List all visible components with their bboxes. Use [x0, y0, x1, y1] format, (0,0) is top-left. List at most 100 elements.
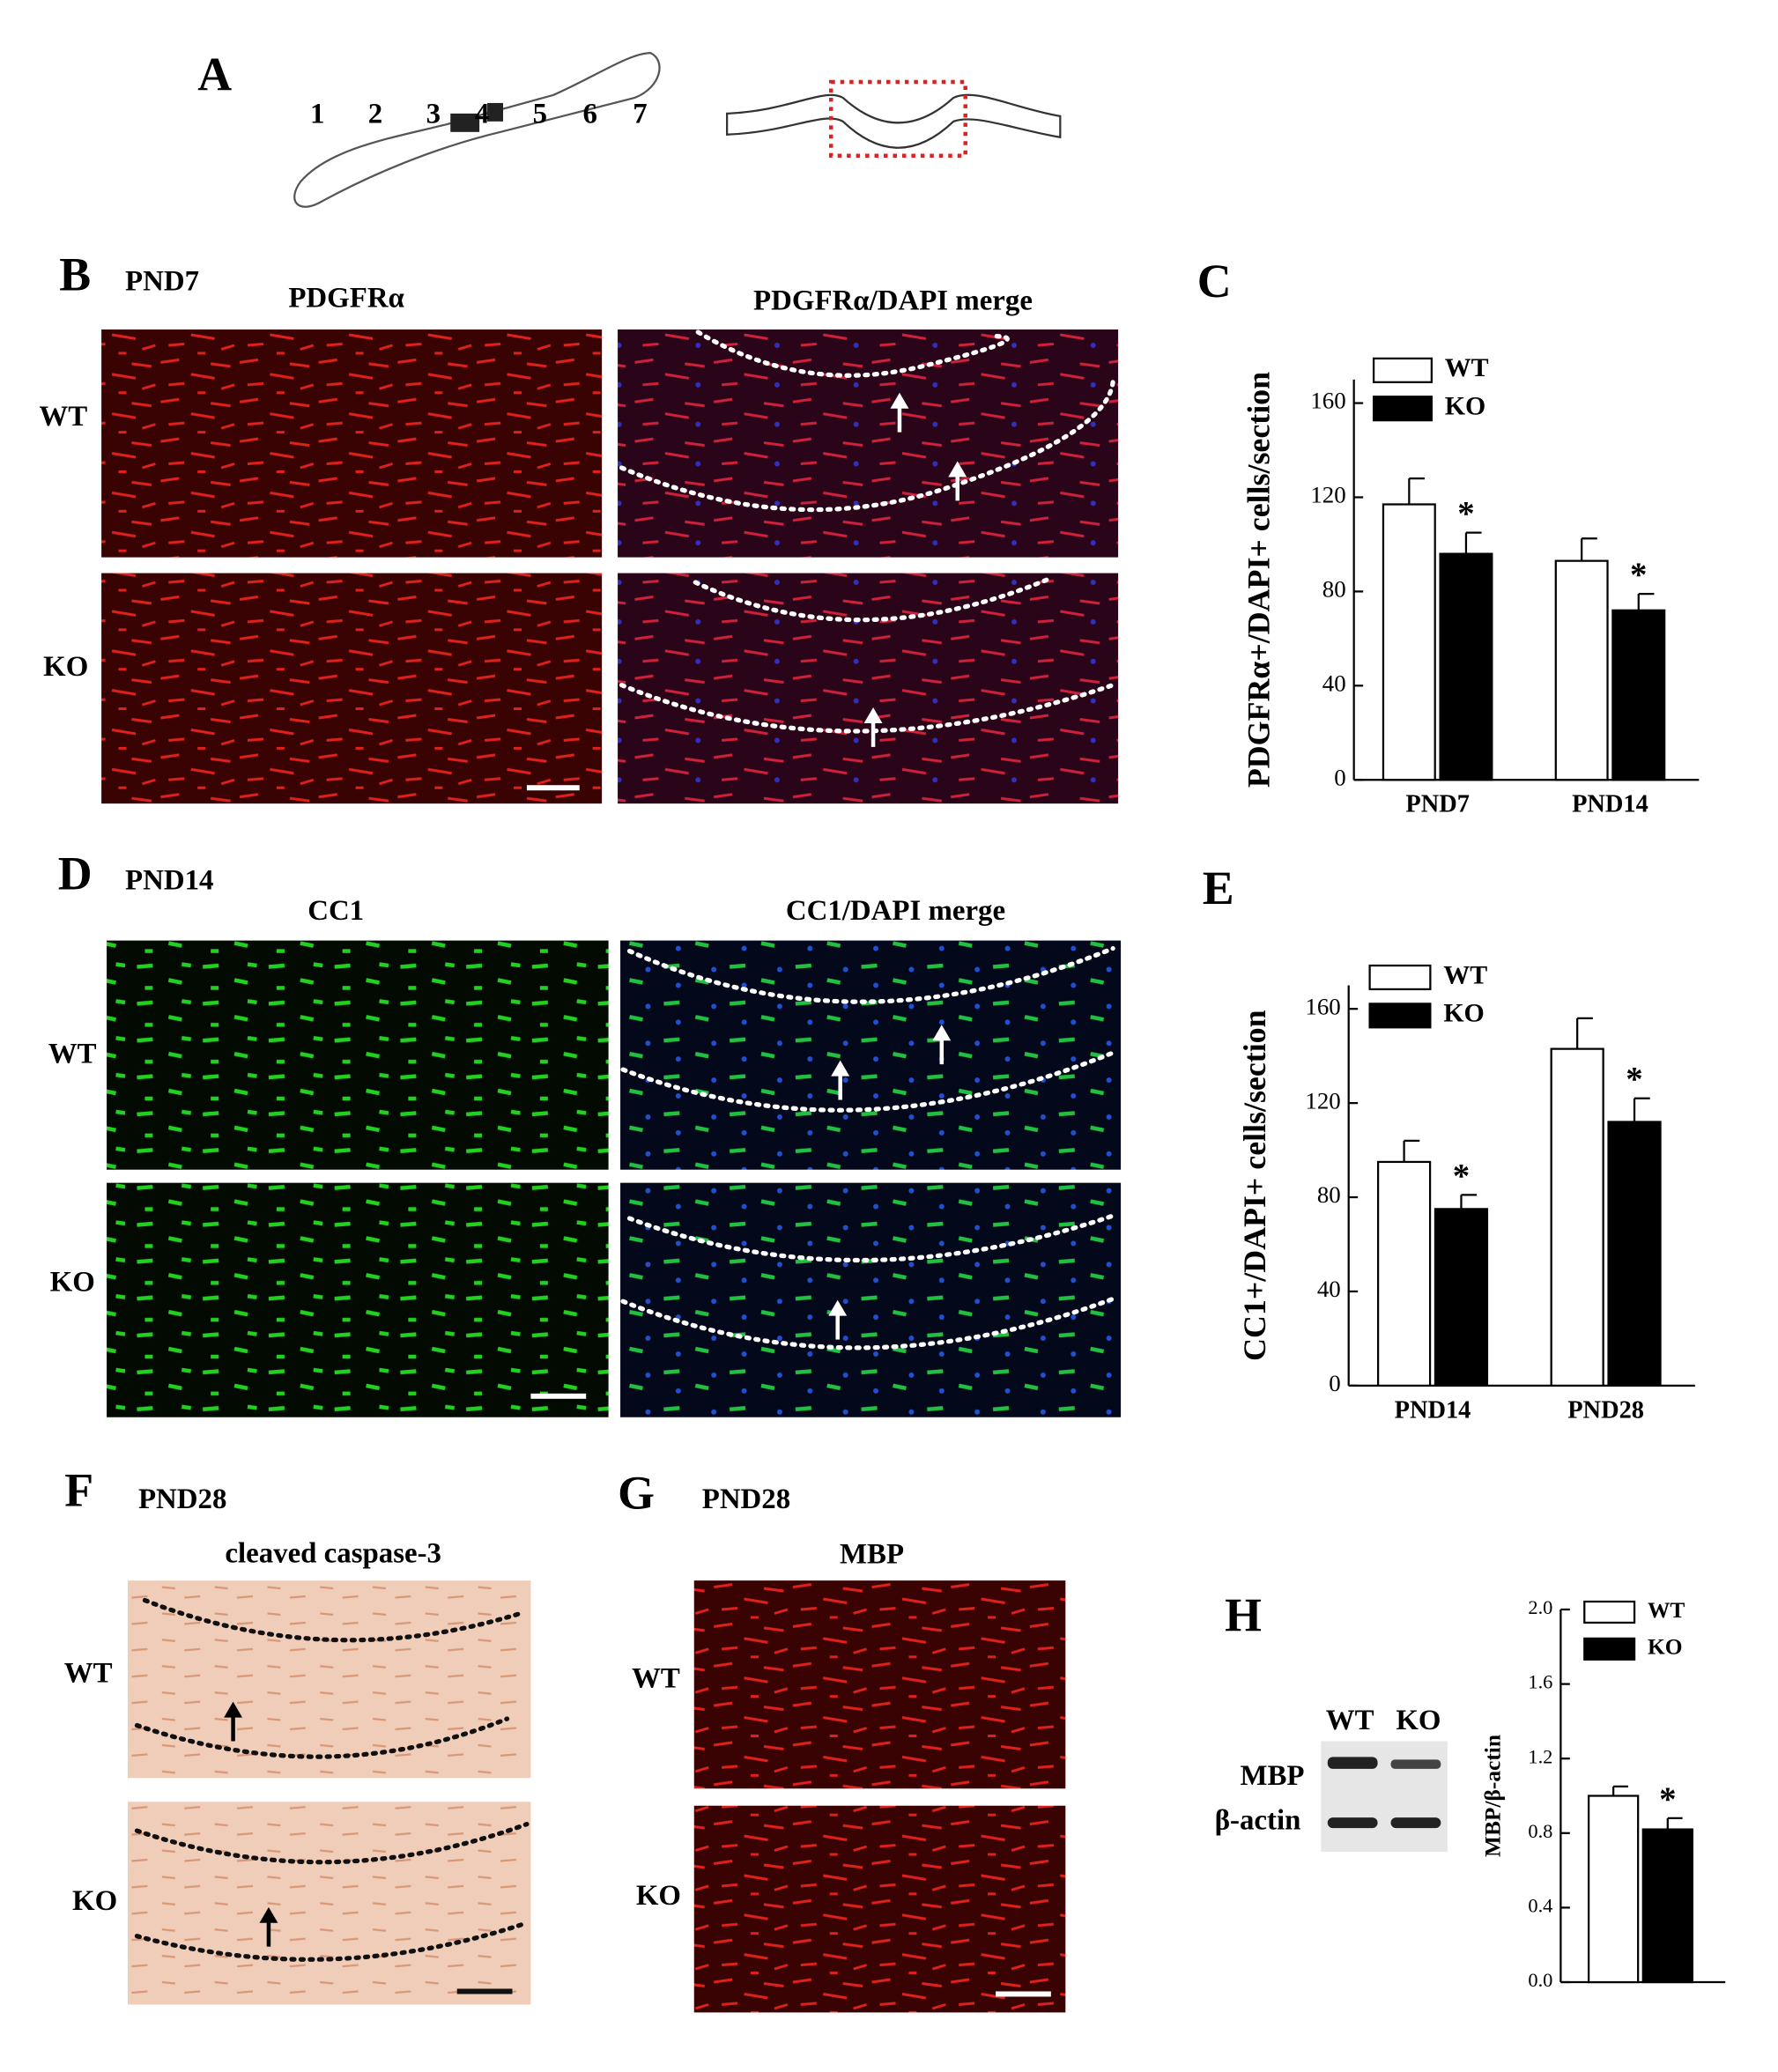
column-label: cleaved caspase-3 [225, 1537, 441, 1569]
panel-letter: B [59, 248, 91, 301]
segment-label: 4 [475, 98, 489, 130]
boundary [695, 329, 1010, 378]
legend-swatch [1368, 964, 1432, 991]
micrograph [101, 329, 603, 558]
arrow-head [224, 1701, 243, 1718]
boundary [134, 1822, 530, 1865]
legend-swatch [1372, 396, 1433, 422]
panel-letter: C [1197, 255, 1232, 307]
boundary [134, 1716, 510, 1759]
legend-swatch [1368, 1003, 1432, 1029]
micrograph [618, 573, 1119, 804]
callosum-coronal [726, 93, 1062, 149]
y-tick-label: 0 [1334, 764, 1345, 790]
micrograph [620, 1182, 1122, 1417]
micrograph [693, 1805, 1066, 2013]
boundaries [134, 1597, 530, 1962]
legend-swatch [1583, 1637, 1636, 1661]
column-label: MBP [840, 1539, 904, 1571]
boundary [626, 945, 1115, 1004]
age-label: PND14 [125, 864, 213, 896]
y-tick-label: 160 [1310, 388, 1345, 414]
segment-label: 5 [533, 98, 547, 130]
y-tick-label: 40 [1322, 670, 1346, 697]
y-axis-label: CC1+/DAPI+ cells/section [1237, 1010, 1272, 1360]
row-label: WT [64, 1657, 113, 1689]
y-tick-label: 0.4 [1528, 1895, 1552, 1917]
segment-label: 2 [368, 98, 382, 130]
segment-label: 1 [310, 98, 324, 130]
arrow-head [828, 1299, 848, 1316]
x-tick-label: PND28 [1567, 1396, 1644, 1424]
y-axis-label: PDGFRα+/DAPI+ cells/section [1241, 372, 1276, 788]
panel-letter: D [58, 847, 93, 900]
panel-letter: F [64, 1463, 93, 1516]
arrow-head [259, 1906, 278, 1923]
y-tick-label: 0.8 [1528, 1820, 1552, 1842]
arrow-head [863, 707, 883, 723]
panel-letter: A [197, 48, 232, 100]
micrograph [693, 1580, 1066, 1789]
legend-label: KO [1445, 392, 1485, 421]
boundary [620, 1048, 1120, 1113]
legend-label: WT [1648, 1598, 1685, 1623]
age-label: PND28 [702, 1484, 790, 1515]
panel-letter: G [618, 1466, 655, 1519]
micrograph [620, 940, 1122, 1170]
scale-bar [996, 1991, 1051, 1997]
bar [1607, 1121, 1662, 1387]
column-label: CC1 [307, 895, 364, 927]
row-label: WT [48, 1039, 97, 1070]
scale-bar [526, 785, 580, 791]
lane-label: KO [1396, 1705, 1441, 1736]
micrograph [107, 940, 609, 1170]
y-tick-label: 80 [1317, 1181, 1341, 1208]
segment-label: 6 [582, 98, 596, 130]
y-tick-label: 80 [1322, 576, 1346, 603]
micrograph [127, 1580, 531, 1779]
segment-label: 3 [426, 98, 441, 130]
x-tick-label: PND14 [1395, 1396, 1471, 1424]
x-tick-label: PND14 [1572, 791, 1648, 818]
bar [1550, 1047, 1604, 1387]
scale-bar [456, 1988, 513, 1994]
boundaries [619, 329, 1115, 734]
arrows [224, 392, 967, 1947]
y-tick-label: 1.2 [1528, 1745, 1552, 1767]
y-tick-label: 120 [1310, 482, 1345, 508]
boundary [142, 1597, 523, 1643]
significance: * [1626, 1061, 1642, 1099]
bar [1641, 1828, 1693, 1984]
panel-letter: E [1203, 862, 1234, 914]
segment-labels: 1 2 3 4 5 6 7 [310, 98, 648, 130]
legend-label: WT [1445, 353, 1489, 382]
column-label: CC1/DAPI merge [786, 895, 1005, 927]
row-label: WT [39, 401, 87, 433]
age-label: PND28 [138, 1484, 226, 1515]
significance: * [1457, 495, 1474, 533]
roi-box [828, 79, 967, 158]
micrograph [618, 329, 1119, 558]
bar [1554, 559, 1609, 781]
bar [1611, 609, 1666, 781]
section-mark [450, 113, 480, 132]
column-label: PDGFRα [288, 283, 404, 314]
row-label: KO [636, 1880, 681, 1912]
row-label: KO [72, 1885, 117, 1917]
boundary [619, 683, 1115, 734]
bar [1434, 1208, 1489, 1387]
column-label: PDGFRα/DAPI merge [753, 285, 1033, 317]
band [1327, 1817, 1378, 1829]
legend-label: KO [1648, 1635, 1683, 1660]
arrow-head [948, 461, 967, 477]
row-label: KO [50, 1266, 95, 1298]
scale-bar [530, 1393, 587, 1399]
lane-label: WT [1326, 1705, 1374, 1736]
band [1327, 1757, 1378, 1769]
bar [1376, 1160, 1432, 1387]
y-tick-label: 120 [1305, 1087, 1340, 1114]
y-tick-label: 0 [1329, 1370, 1340, 1396]
boundary [619, 380, 1115, 513]
legend-label: KO [1443, 999, 1484, 1028]
